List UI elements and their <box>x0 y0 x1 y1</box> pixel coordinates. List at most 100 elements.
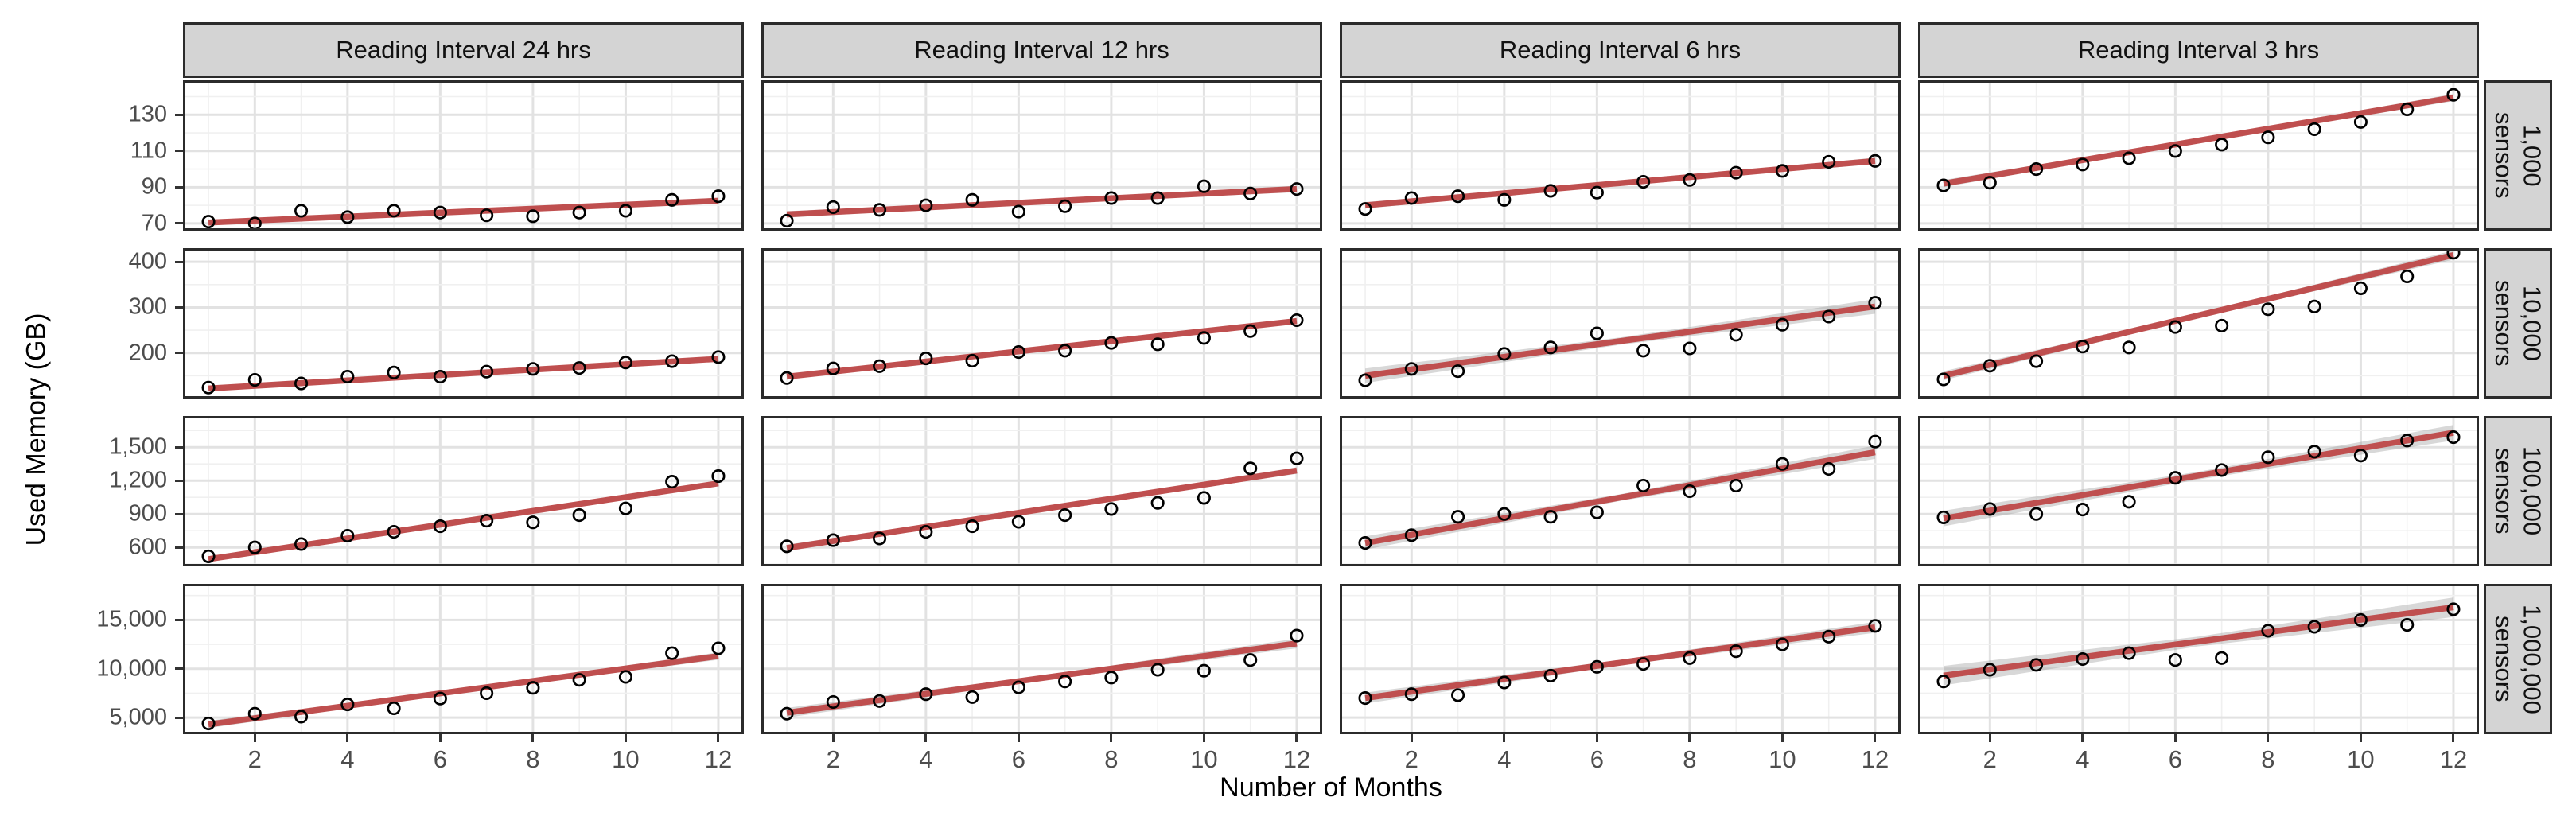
data-point <box>2029 354 2044 368</box>
data-point <box>1197 491 1211 505</box>
data-point <box>665 646 679 660</box>
panel-plot-svg <box>1918 80 2479 231</box>
data-point <box>247 706 262 721</box>
y-tick-label: 300 <box>128 294 167 320</box>
x-tick-label: 12 <box>2439 745 2468 773</box>
facet-row-header-100000-sensors: 100,000 sensors <box>2484 416 2552 566</box>
data-point <box>2400 102 2415 116</box>
data-point <box>201 716 216 731</box>
data-point <box>1543 668 1558 682</box>
data-point <box>919 352 933 366</box>
data-point <box>1683 651 1697 665</box>
data-point <box>1729 165 1743 180</box>
data-point <box>2076 158 2090 172</box>
data-point <box>2400 617 2415 632</box>
x-tick-mark <box>2359 734 2362 742</box>
data-point <box>711 641 726 655</box>
data-point <box>340 210 355 224</box>
data-point <box>1358 373 1372 387</box>
data-point <box>1543 510 1558 524</box>
data-point <box>919 687 933 702</box>
panel-plot-svg <box>1340 248 1901 399</box>
data-point <box>2029 162 2044 177</box>
panel-100000-sensors-6hrs <box>1340 416 1901 566</box>
data-point <box>480 208 494 223</box>
data-point <box>1822 309 1836 324</box>
data-point <box>826 200 840 214</box>
data-point <box>1358 536 1372 550</box>
fit-line <box>1943 430 2454 522</box>
data-point <box>780 371 794 385</box>
data-point <box>2353 281 2368 295</box>
data-point <box>2307 122 2321 137</box>
data-point <box>1451 364 1465 379</box>
x-tick-label: 2 <box>1983 745 1997 773</box>
x-tick-mark <box>1874 734 1877 742</box>
panel-1000-sensors-12hrs <box>761 80 1322 231</box>
panel-plot-svg <box>183 416 744 566</box>
x-tick-label: 8 <box>2261 745 2275 773</box>
y-tick-mark <box>175 546 183 549</box>
data-point <box>1868 296 1882 310</box>
x-tick-label: 12 <box>1282 745 1311 773</box>
data-point <box>1590 185 1604 200</box>
y-tick-mark <box>175 618 183 621</box>
data-point <box>665 192 679 207</box>
data-point <box>247 372 262 387</box>
data-point <box>1404 362 1418 376</box>
data-point <box>826 361 840 375</box>
data-point <box>873 203 887 217</box>
data-point <box>2215 318 2229 332</box>
data-point <box>201 380 216 395</box>
panel-plot-svg <box>1918 248 2479 399</box>
facet-row-label: 10,000 sensors <box>2490 280 2547 367</box>
x-tick-label: 4 <box>2076 745 2090 773</box>
data-point <box>1243 653 1258 667</box>
data-point <box>1636 344 1651 358</box>
data-point <box>780 213 794 228</box>
data-point <box>1729 328 1743 342</box>
facet-column-header-12hrs: Reading Interval 12 hrs <box>761 22 1322 78</box>
x-tick-mark <box>1988 734 1991 742</box>
data-point <box>780 539 794 554</box>
panel-plot-svg <box>761 416 1322 566</box>
data-point <box>1683 484 1697 499</box>
data-point <box>2122 495 2136 509</box>
x-tick-mark <box>624 734 627 742</box>
data-point <box>1451 510 1465 524</box>
data-point <box>1197 663 1211 678</box>
data-point <box>873 531 887 546</box>
y-axis-row-1: 70 90 110 130 <box>0 80 183 235</box>
x-tick-label: 10 <box>1769 745 1796 773</box>
data-point <box>1936 178 1951 192</box>
data-point <box>1822 629 1836 644</box>
fit-line <box>786 185 1298 218</box>
data-point <box>919 525 933 539</box>
data-point <box>340 528 355 543</box>
data-point <box>2261 624 2275 638</box>
fit-line <box>1943 604 2454 679</box>
panel-100000-sensors-24hrs <box>183 416 744 566</box>
x-tick-mark <box>1202 734 1205 742</box>
data-point <box>1011 680 1025 694</box>
data-point <box>2029 507 2044 521</box>
data-point <box>873 359 887 373</box>
data-point <box>1404 687 1418 702</box>
data-point <box>1104 191 1119 205</box>
y-tick-mark <box>175 150 183 153</box>
fit-line <box>786 640 1298 716</box>
data-point <box>1775 637 1789 651</box>
data-point <box>2261 450 2275 465</box>
data-point <box>2261 130 2275 145</box>
x-tick-label: 8 <box>1104 745 1119 773</box>
data-point <box>826 694 840 710</box>
facet-row-header-1000000-sensors: 1,000,000 sensors <box>2484 584 2552 734</box>
data-point <box>572 361 586 375</box>
data-point <box>1197 331 1211 345</box>
x-tick-mark <box>924 734 928 742</box>
panel-plot-svg <box>761 80 1322 231</box>
y-tick-mark <box>175 445 183 449</box>
data-point <box>480 686 494 701</box>
data-point <box>2353 115 2368 129</box>
fit-line <box>1364 158 1876 208</box>
